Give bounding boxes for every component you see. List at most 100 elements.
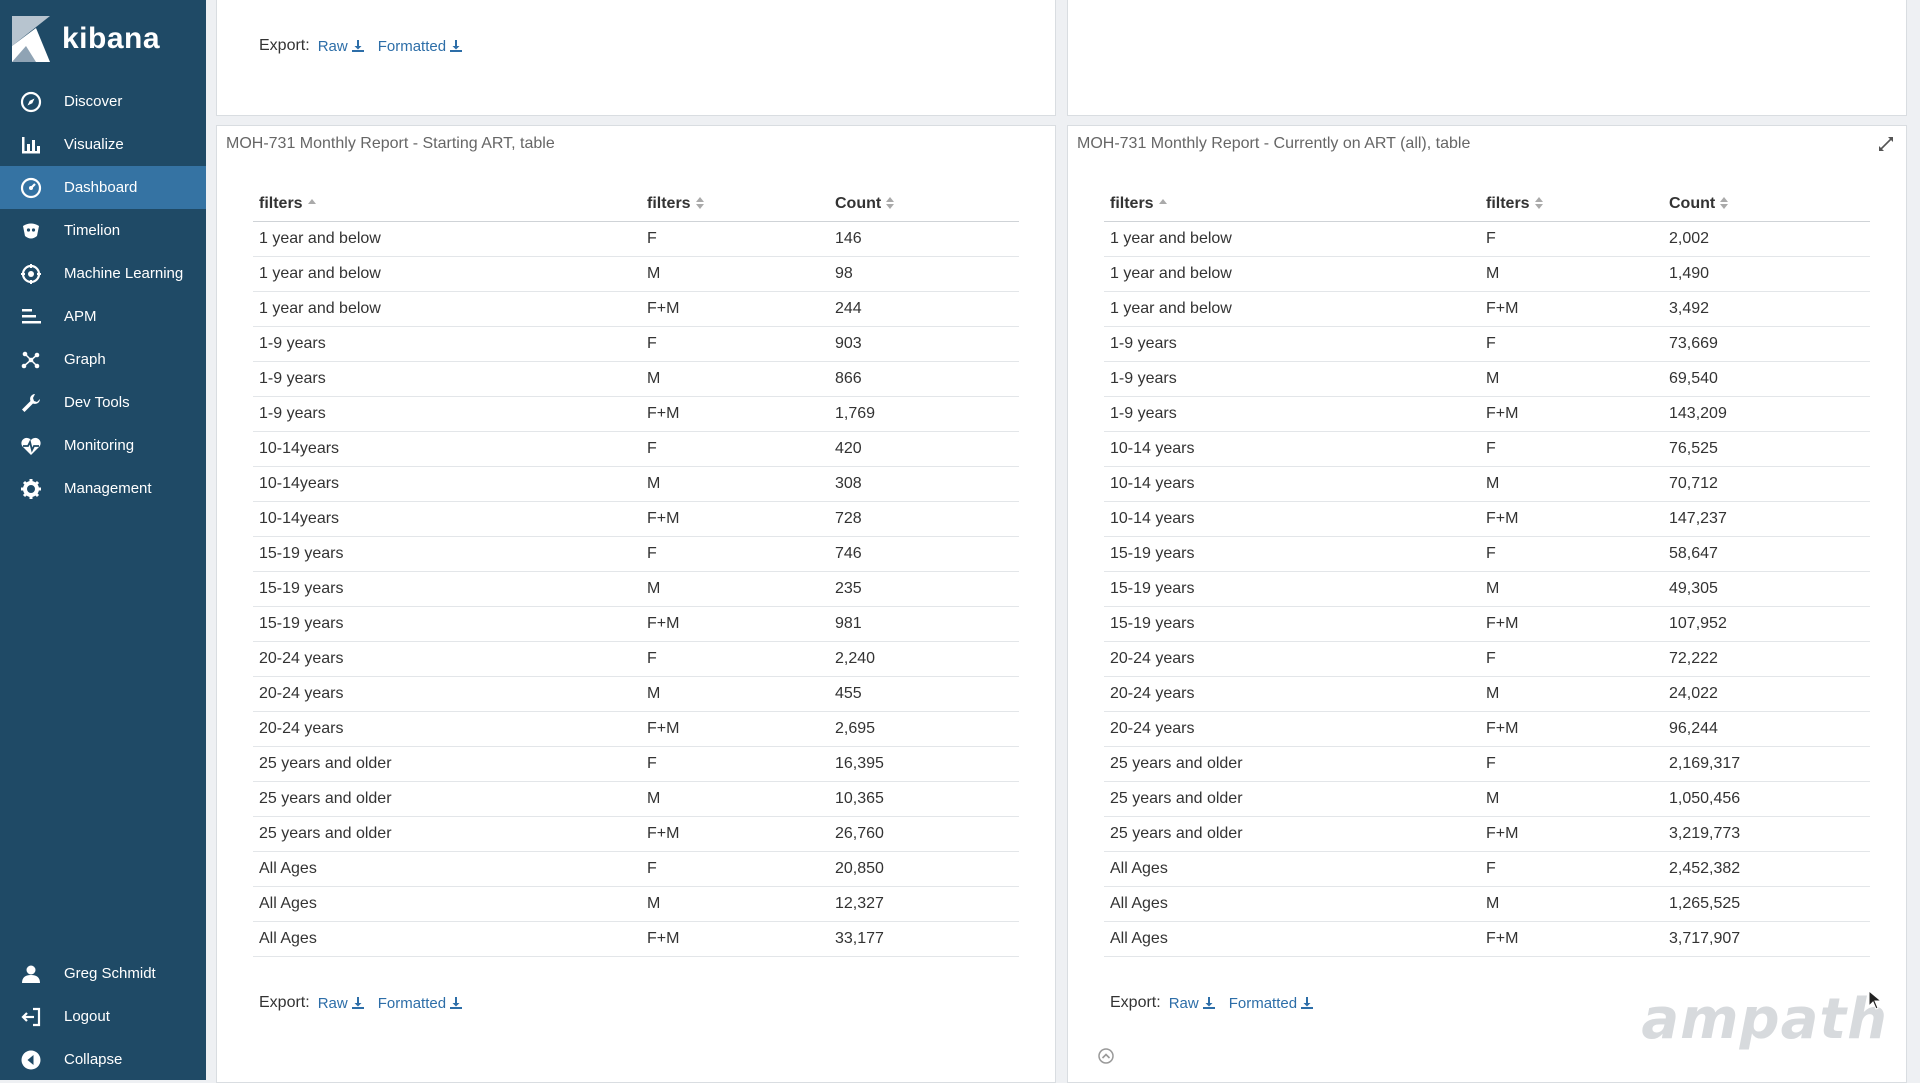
cell-count: 72,222 <box>1663 641 1870 677</box>
table-row: 20-24 years M 24,022 <box>1104 676 1870 712</box>
nav-item-user[interactable]: Greg Schmidt <box>0 952 206 995</box>
export-label: Export: <box>259 37 310 54</box>
cell-age: 1-9 years <box>253 326 641 362</box>
cell-sex: F <box>1480 431 1663 467</box>
export-raw-link[interactable]: Raw <box>318 38 364 55</box>
cell-sex: M <box>641 361 829 397</box>
cell-age: 15-19 years <box>253 571 641 607</box>
cell-age: 10-14 years <box>1104 431 1480 467</box>
nav-label: Collapse <box>64 1051 123 1068</box>
cell-age: 1 year and below <box>1104 221 1480 257</box>
column-header-count[interactable]: Count <box>829 186 1019 222</box>
nav-label: Management <box>64 480 152 497</box>
table-row: 1 year and below F+M 244 <box>253 291 1019 327</box>
cell-sex: M <box>1480 886 1663 922</box>
cell-sex: F <box>641 536 829 572</box>
table-row: 25 years and older F 2,169,317 <box>1104 746 1870 782</box>
nav-item-machine-learning[interactable]: Machine Learning <box>0 252 206 295</box>
cell-age: 1-9 years <box>253 361 641 397</box>
export-raw-label: Raw <box>317 994 348 1012</box>
panel-title: MOH-731 Monthly Report - Currently on AR… <box>1077 135 1471 152</box>
column-header-filters[interactable]: filters <box>253 186 641 222</box>
nav-item-dashboard[interactable]: Dashboard <box>0 166 206 209</box>
nav-item-visualize[interactable]: Visualize <box>0 123 206 166</box>
table-row: 1 year and below M 98 <box>253 256 1019 292</box>
cell-sex: F+M <box>641 816 829 852</box>
gear-icon <box>20 478 42 500</box>
cell-sex: F <box>641 851 829 887</box>
wrench-icon <box>20 392 42 414</box>
cell-age: All Ages <box>253 886 641 922</box>
machine-learning-icon <box>20 263 42 285</box>
cell-count: 10,365 <box>829 781 1019 817</box>
export-raw-link[interactable]: Raw <box>318 995 364 1012</box>
export-formatted-label: Formatted <box>377 994 447 1012</box>
cell-age: All Ages <box>1104 886 1480 922</box>
cell-sex: F <box>1480 536 1663 572</box>
table-row: 25 years and older M 1,050,456 <box>1104 781 1870 817</box>
table-row: 1-9 years F+M 143,209 <box>1104 396 1870 432</box>
sort-icon <box>1534 197 1543 210</box>
cell-age: 25 years and older <box>253 816 641 852</box>
cell-count: 143,209 <box>1663 396 1870 432</box>
nav-item-dev-tools[interactable]: Dev Tools <box>0 381 206 424</box>
table-row: 1 year and below F+M 3,492 <box>1104 291 1870 327</box>
nav-item-graph[interactable]: Graph <box>0 338 206 381</box>
nav-item-management[interactable]: Management <box>0 467 206 510</box>
cell-age: 25 years and older <box>1104 816 1480 852</box>
cell-age: 1-9 years <box>1104 396 1480 432</box>
scroll-up-icon[interactable] <box>1098 1048 1114 1064</box>
column-header-count[interactable]: Count <box>1663 186 1870 222</box>
nav-item-discover[interactable]: Discover <box>0 80 206 123</box>
export-raw-link[interactable]: Raw <box>1169 995 1215 1012</box>
table-body: 1 year and below F 2,002 1 year and below M… <box>1104 221 1870 957</box>
cell-sex: F <box>641 431 829 467</box>
column-header-filters[interactable]: filters <box>1104 186 1480 222</box>
cell-count: 76,525 <box>1663 431 1870 467</box>
cell-age: 10-14 years <box>1104 466 1480 502</box>
cell-age: 20-24 years <box>253 676 641 712</box>
nav-item-logout[interactable]: Logout <box>0 995 206 1038</box>
kibana-logo[interactable]: kibana <box>12 16 160 62</box>
table-row: 10-14 years F 76,525 <box>1104 431 1870 467</box>
sidebar: kibana Discover Visualize Dashboard Time… <box>0 0 206 1080</box>
panel-title: MOH-731 Monthly Report - Starting ART, t… <box>226 135 555 152</box>
cell-age: 20-24 years <box>253 711 641 747</box>
header-label: filters <box>259 194 303 212</box>
cell-sex: F <box>641 326 829 362</box>
data-table-starting-art: filters filters Count 1 year and below F 1… <box>253 186 1019 957</box>
column-header-filters[interactable]: filters <box>1480 186 1663 222</box>
nav-item-apm[interactable]: APM <box>0 295 206 338</box>
cell-age: All Ages <box>253 851 641 887</box>
nav-item-collapse[interactable]: Collapse <box>0 1038 206 1081</box>
export-formatted-link[interactable]: Formatted <box>377 994 463 1012</box>
nav-item-timelion[interactable]: Timelion <box>0 209 206 252</box>
table-row: 20-24 years F+M 2,695 <box>253 711 1019 747</box>
cell-count: 3,492 <box>1663 291 1870 327</box>
cell-count: 3,219,773 <box>1663 816 1870 852</box>
cell-sex: M <box>641 886 829 922</box>
table-row: 25 years and older M 10,365 <box>253 781 1019 817</box>
export-formatted-link[interactable]: Formatted <box>378 38 463 55</box>
export-bar: Export: Raw Formatted <box>1110 994 1314 1012</box>
header-label: filters <box>647 194 691 212</box>
nav-label: Visualize <box>64 136 124 153</box>
table-row: 1-9 years F 73,669 <box>1104 326 1870 362</box>
table-row: All Ages F 20,850 <box>253 851 1019 887</box>
cell-age: 15-19 years <box>253 536 641 572</box>
cell-sex: M <box>641 781 829 817</box>
export-formatted-link[interactable]: Formatted <box>1229 995 1314 1012</box>
table-row: 15-19 years F+M 981 <box>253 606 1019 642</box>
nav-item-monitoring[interactable]: Monitoring <box>0 424 206 467</box>
expand-icon[interactable] <box>1878 136 1894 152</box>
cell-sex: M <box>1480 361 1663 397</box>
cell-count: 244 <box>829 291 1019 327</box>
cell-age: 25 years and older <box>1104 746 1480 782</box>
download-icon <box>1301 997 1314 1009</box>
table-body: 1 year and below F 146 1 year and below M 98… <box>253 221 1019 957</box>
column-header-filters[interactable]: filters <box>641 186 829 222</box>
cell-age: 10-14years <box>253 431 641 467</box>
table-row: 25 years and older F 16,395 <box>253 746 1019 782</box>
cell-count: 147,237 <box>1663 501 1870 537</box>
table-row: 1 year and below F 146 <box>253 221 1019 257</box>
